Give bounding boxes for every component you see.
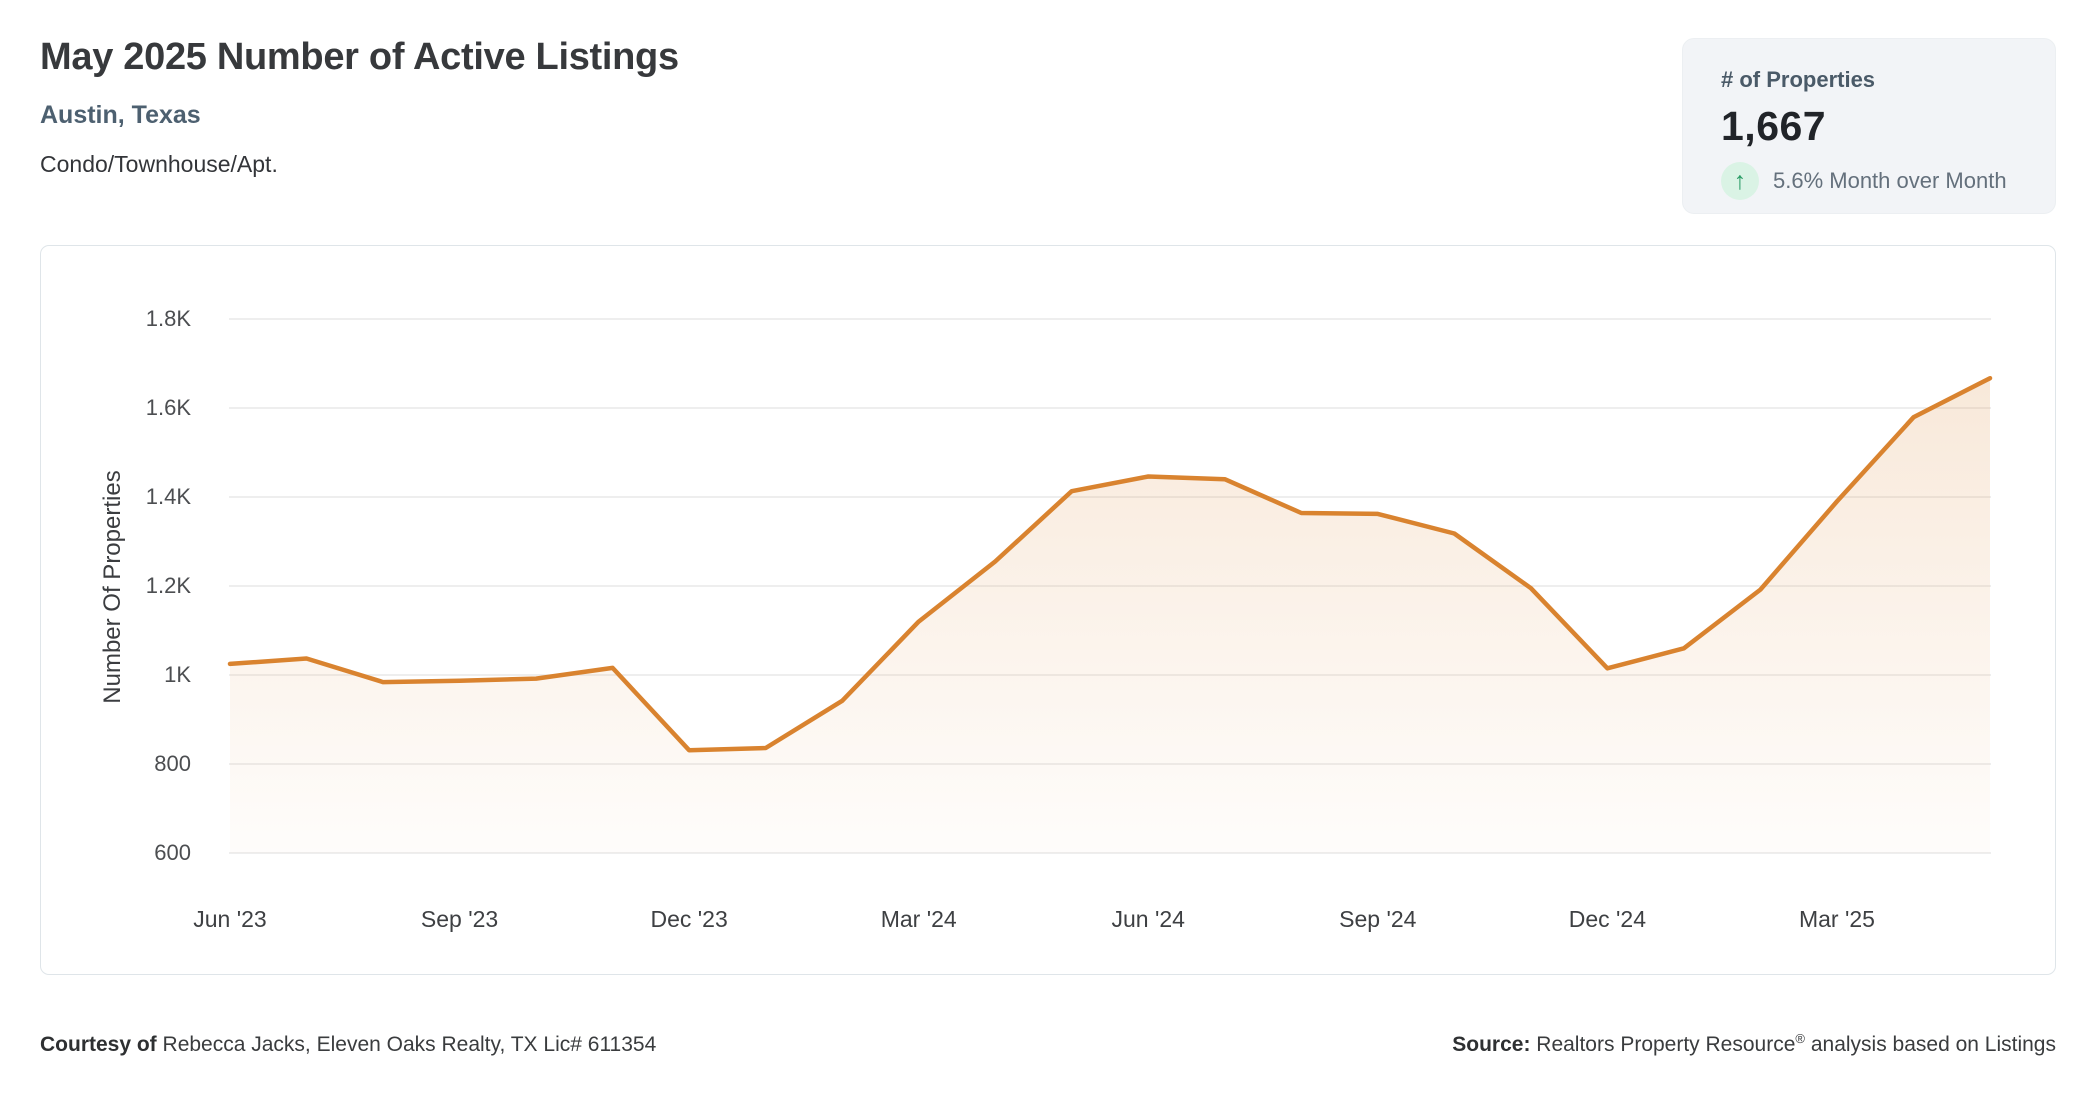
page-location: Austin, Texas (40, 101, 201, 129)
y-tick-label: 1.2K (145, 573, 191, 598)
y-tick-label: 1K (164, 662, 191, 687)
chart-panel: Number Of Properties 600 800 1K 1.2K 1.4K 1.6… (40, 245, 2056, 975)
series-line (227, 375, 1993, 753)
y-tick-label: 1.8K (145, 306, 191, 331)
arrow-up-icon: ↑ (1733, 166, 1747, 195)
trend-up-circle: ↑ (1721, 162, 1759, 200)
y-tick-label: 1.4K (145, 484, 191, 509)
stat-trend-row: ↑ 5.6% Month over Month (1721, 162, 2025, 200)
report-footer: Courtesy of Rebecca Jacks, Eleven Oaks R… (40, 1031, 2056, 1057)
stat-label: # of Properties (1721, 67, 1876, 92)
y-tick-label: 800 (154, 751, 191, 776)
area-fill (230, 378, 1990, 853)
x-tick-label: Jun '23 (193, 906, 267, 932)
courtesy-label: Courtesy of (40, 1033, 157, 1056)
trend-text: 5.6% Month over Month (1773, 168, 2007, 193)
x-tick-label: Sep '24 (1339, 906, 1417, 932)
properties-stat-card: # of Properties 1,667 ↑ 5.6% Month over … (1682, 38, 2056, 214)
x-tick-label: Sep '23 (420, 906, 499, 932)
x-tick-label: Mar '24 (880, 906, 957, 932)
y-tick-label: 1.6K (145, 395, 191, 420)
y-tick-label: 600 (154, 840, 191, 865)
property-type-label: Condo/Townhouse/Apt. (40, 151, 278, 177)
source-label: Source: (1452, 1033, 1531, 1056)
x-tick-label: Dec '23 (650, 906, 728, 932)
registered-mark: ® (1795, 1031, 1805, 1046)
stat-value: 1,667 (1721, 103, 1827, 149)
chart-plot-area[interactable] (227, 318, 1993, 854)
x-tick-label: Jun '24 (1111, 906, 1185, 932)
source-text: Source: Realtors Property Resource® anal… (1452, 1031, 2056, 1056)
courtesy-text: Courtesy of Rebecca Jacks, Eleven Oaks R… (40, 1033, 657, 1056)
x-tick-label: Mar '25 (1798, 906, 1875, 932)
page-title: May 2025 Number of Active Listings (40, 36, 679, 78)
report-header: May 2025 Number of Active Listings Austi… (40, 36, 679, 178)
x-tick-label: Dec '24 (1568, 906, 1647, 932)
